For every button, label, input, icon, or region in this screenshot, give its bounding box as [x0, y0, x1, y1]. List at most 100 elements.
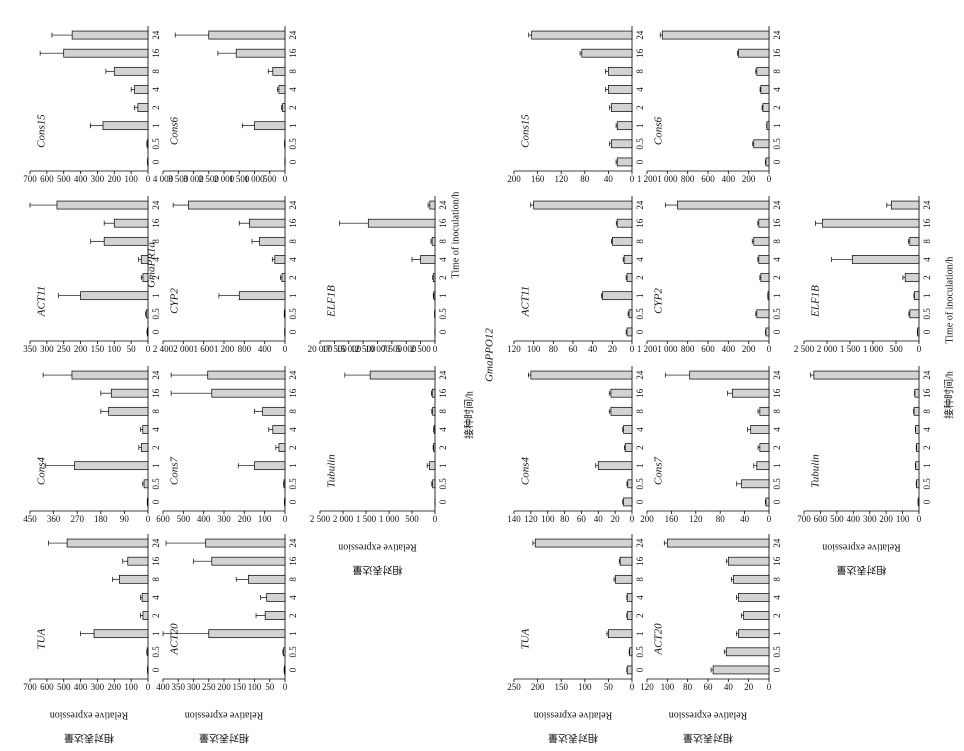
- bar: [254, 121, 286, 131]
- bar: [429, 200, 436, 210]
- y-tick-label: 1 500: [229, 174, 250, 184]
- bar: [431, 388, 436, 398]
- y-tick-label: 350: [172, 682, 186, 692]
- bar: [281, 273, 286, 282]
- y-tick-label: 0: [767, 682, 772, 692]
- x-tick-label: 0: [288, 329, 298, 334]
- bar: [188, 200, 286, 210]
- y-tick-label: 100: [527, 344, 541, 354]
- x-tick-label: 0: [635, 159, 645, 164]
- bar: [623, 425, 633, 434]
- x-tick-label: 16: [288, 556, 298, 566]
- x-tick-label: 4: [151, 87, 161, 92]
- y-tick-label: 100: [248, 682, 262, 692]
- x-tick-label: 4: [151, 595, 161, 600]
- y-tick-label: 3 500: [168, 174, 189, 184]
- y-tick-label: 0: [146, 682, 151, 692]
- x-tick-label: 24: [922, 200, 932, 210]
- bar: [432, 273, 436, 282]
- y-tick-label: 200: [742, 174, 756, 184]
- x-tick-label: 1: [772, 123, 782, 128]
- y-tick-label: 0: [146, 174, 151, 184]
- bar: [534, 538, 633, 548]
- bar: [760, 85, 770, 94]
- x-tick-label: 0.5: [772, 138, 782, 150]
- y-tick-label: 2 500: [411, 344, 432, 354]
- y-tick-label: 100: [661, 682, 675, 692]
- y-tick-label: 3 000: [183, 174, 204, 184]
- bar: [282, 103, 286, 112]
- bar: [759, 443, 770, 452]
- x-tick-label: 0: [151, 667, 161, 672]
- x-tick-label: 16: [922, 388, 932, 398]
- x-tick-label: 24: [772, 370, 782, 380]
- y-tick-label: 7 500: [382, 344, 403, 354]
- bar: [369, 370, 436, 380]
- bar: [141, 443, 149, 452]
- y-tick-label: 300: [217, 514, 231, 524]
- y-axis-label: Relative expression: [534, 710, 613, 721]
- x-tick-label: 24: [151, 30, 161, 40]
- bar: [738, 593, 770, 602]
- y-tick-label: 400: [258, 344, 272, 354]
- y-tick-label: 120: [524, 514, 538, 524]
- bar: [208, 629, 286, 639]
- y-tick-label: 1 500: [356, 514, 377, 524]
- bar: [143, 479, 149, 489]
- panel-title: TUA: [36, 628, 48, 649]
- y-tick-label: 300: [187, 682, 201, 692]
- y-tick-label: 60: [569, 344, 579, 354]
- x-tick-label: 8: [635, 577, 645, 582]
- bar: [756, 461, 770, 471]
- x-tick-label: 16: [151, 388, 161, 398]
- bar: [628, 309, 633, 319]
- y-tick-label: 400: [197, 514, 211, 524]
- y-tick-label: 0: [283, 682, 288, 692]
- bar: [611, 236, 633, 246]
- bar: [753, 139, 770, 149]
- bar: [141, 593, 149, 602]
- bar: [581, 48, 633, 58]
- bar: [110, 388, 149, 398]
- y-tick-label: 0: [283, 174, 288, 184]
- bar: [608, 85, 633, 94]
- y-tick-label: 0: [146, 514, 151, 524]
- y-tick-label: 80: [716, 514, 726, 524]
- bar: [272, 66, 286, 76]
- x-tick-label: 0.5: [288, 478, 298, 490]
- y-tick-label: 160: [665, 514, 679, 524]
- bar: [118, 574, 149, 584]
- bar: [767, 291, 770, 301]
- x-tick-label: 0: [772, 499, 782, 504]
- bar: [113, 66, 149, 76]
- y-tick-label: 0: [283, 514, 288, 524]
- y-tick-label: 200: [217, 682, 231, 692]
- bar: [93, 629, 149, 639]
- y-tick-label: 0: [917, 514, 922, 524]
- bar: [272, 425, 286, 434]
- x-tick-label: 16: [635, 218, 645, 228]
- bar: [913, 406, 920, 416]
- bar: [56, 200, 149, 210]
- group-title: GmaPR1a: [146, 242, 158, 288]
- x-tick-label: 0: [151, 329, 161, 334]
- x-tick-label: 2: [922, 275, 932, 280]
- x-tick-label: 24: [635, 200, 645, 210]
- x-tick-label: 1: [772, 463, 782, 468]
- bar: [433, 443, 436, 452]
- bar: [429, 461, 436, 471]
- panel-title: ACT20: [169, 623, 181, 656]
- y-tick-label: 1 000: [657, 174, 678, 184]
- x-tick-label: 1: [151, 463, 161, 468]
- bar: [248, 574, 286, 584]
- x-tick-label: 2: [438, 445, 448, 450]
- x-tick-label: 24: [635, 370, 645, 380]
- y-tick-label: 0: [767, 344, 772, 354]
- y-tick-label: 0: [630, 514, 635, 524]
- x-tick-label: 2: [635, 275, 645, 280]
- bar: [278, 85, 286, 94]
- bar: [619, 556, 633, 566]
- bar: [113, 218, 149, 228]
- y-tick-label: 40: [588, 344, 598, 354]
